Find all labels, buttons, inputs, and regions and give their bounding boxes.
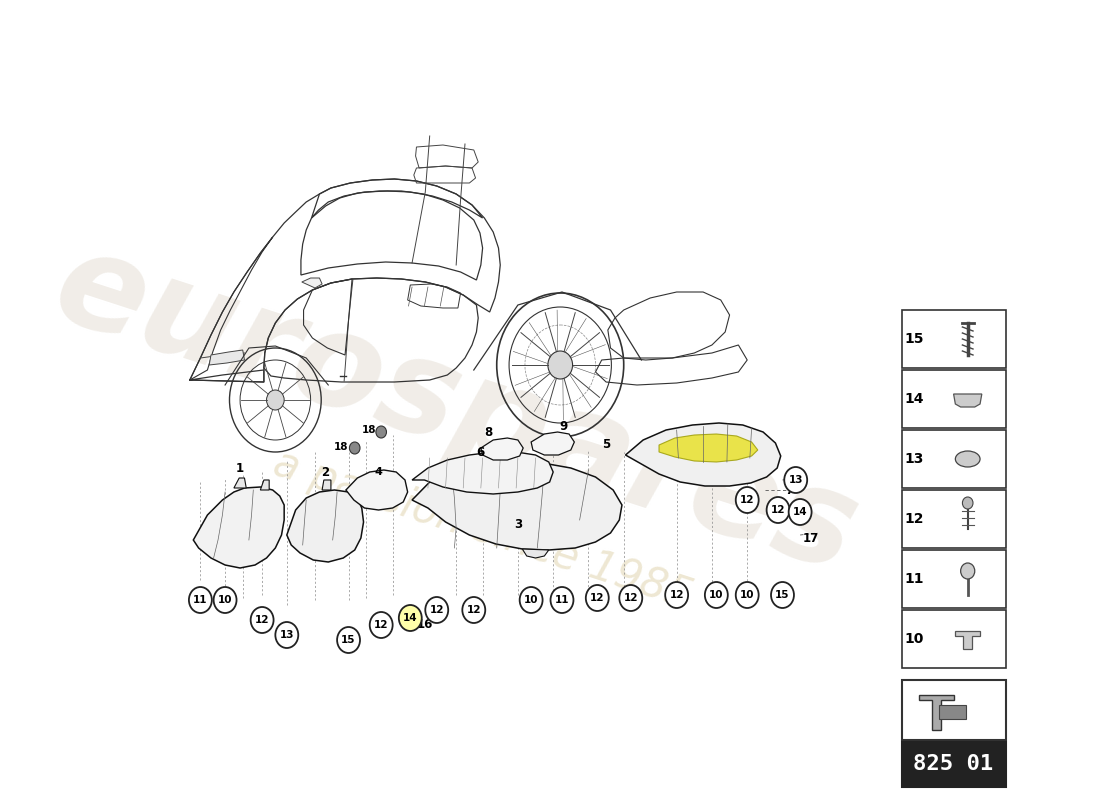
Text: 12: 12 <box>374 620 388 630</box>
Text: 16: 16 <box>417 618 433 631</box>
Bar <box>902 490 1005 548</box>
Text: 12: 12 <box>466 605 481 615</box>
Circle shape <box>350 442 360 454</box>
Polygon shape <box>261 480 270 490</box>
Circle shape <box>370 612 393 638</box>
Text: 11: 11 <box>554 595 569 605</box>
Bar <box>902 430 1005 488</box>
Text: 15: 15 <box>904 332 924 346</box>
Circle shape <box>736 487 759 513</box>
Polygon shape <box>626 423 781 486</box>
Text: 10: 10 <box>904 632 924 646</box>
Circle shape <box>548 351 573 379</box>
Text: 12: 12 <box>771 505 785 515</box>
Circle shape <box>275 622 298 648</box>
Circle shape <box>251 607 274 633</box>
Circle shape <box>666 582 689 608</box>
Text: 6: 6 <box>476 446 485 458</box>
Text: 12: 12 <box>904 512 924 526</box>
Text: 12: 12 <box>740 495 755 505</box>
Polygon shape <box>522 549 549 558</box>
Bar <box>902 370 1005 428</box>
Polygon shape <box>954 394 982 407</box>
Polygon shape <box>194 487 284 568</box>
Text: 18: 18 <box>334 442 349 452</box>
Bar <box>902 680 1005 740</box>
Text: 10: 10 <box>524 595 538 605</box>
Polygon shape <box>412 452 553 494</box>
Text: 13: 13 <box>789 475 803 485</box>
Polygon shape <box>659 434 758 462</box>
Text: 14: 14 <box>904 392 924 406</box>
Bar <box>902 550 1005 608</box>
Ellipse shape <box>956 451 980 467</box>
Polygon shape <box>920 695 955 730</box>
Text: 18: 18 <box>362 425 377 435</box>
Polygon shape <box>531 432 574 455</box>
Polygon shape <box>481 438 524 460</box>
Bar <box>902 310 1005 368</box>
Text: 14: 14 <box>403 613 418 623</box>
Text: 13: 13 <box>904 452 924 466</box>
Circle shape <box>736 582 759 608</box>
Polygon shape <box>345 470 408 510</box>
Circle shape <box>519 587 542 613</box>
Text: 1: 1 <box>236 462 244 474</box>
Text: 15: 15 <box>776 590 790 600</box>
Circle shape <box>960 563 975 579</box>
Text: 12: 12 <box>590 593 605 603</box>
Polygon shape <box>287 490 363 562</box>
Polygon shape <box>209 350 244 365</box>
Text: 11: 11 <box>904 572 924 586</box>
Circle shape <box>399 605 421 631</box>
Text: 3: 3 <box>514 518 522 531</box>
Text: eurospares: eurospares <box>40 221 872 599</box>
Text: 11: 11 <box>194 595 208 605</box>
Text: 10: 10 <box>740 590 755 600</box>
Polygon shape <box>956 631 980 649</box>
Circle shape <box>586 585 608 611</box>
Text: 10: 10 <box>710 590 724 600</box>
Text: 12: 12 <box>670 590 684 600</box>
Text: 12: 12 <box>255 615 270 625</box>
Polygon shape <box>301 278 322 288</box>
Circle shape <box>266 390 284 410</box>
Circle shape <box>550 587 573 613</box>
Polygon shape <box>322 480 331 490</box>
Circle shape <box>213 587 236 613</box>
Circle shape <box>426 597 448 623</box>
Text: 17: 17 <box>803 531 818 545</box>
Circle shape <box>337 627 360 653</box>
Text: a passion since 1985: a passion since 1985 <box>267 442 697 618</box>
Text: 2: 2 <box>321 466 330 478</box>
Polygon shape <box>412 462 622 550</box>
Bar <box>902 742 1005 787</box>
Text: 15: 15 <box>341 635 355 645</box>
Text: 4: 4 <box>375 467 383 477</box>
Circle shape <box>462 597 485 623</box>
Bar <box>939 705 966 719</box>
Text: 10: 10 <box>218 595 232 605</box>
Text: 9: 9 <box>560 421 568 434</box>
Text: 5: 5 <box>602 438 610 451</box>
Text: 12: 12 <box>624 593 638 603</box>
Circle shape <box>784 467 807 493</box>
Circle shape <box>771 582 794 608</box>
Text: 12: 12 <box>429 605 444 615</box>
Circle shape <box>962 497 974 509</box>
Circle shape <box>767 497 790 523</box>
Bar <box>902 610 1005 668</box>
Circle shape <box>705 582 728 608</box>
Text: 8: 8 <box>484 426 492 439</box>
Text: 14: 14 <box>793 507 807 517</box>
Circle shape <box>376 426 386 438</box>
Circle shape <box>619 585 642 611</box>
Circle shape <box>789 499 812 525</box>
Text: 13: 13 <box>279 630 294 640</box>
Text: 825 01: 825 01 <box>913 754 993 774</box>
Polygon shape <box>234 478 246 488</box>
Circle shape <box>189 587 212 613</box>
Text: 7: 7 <box>785 483 793 497</box>
